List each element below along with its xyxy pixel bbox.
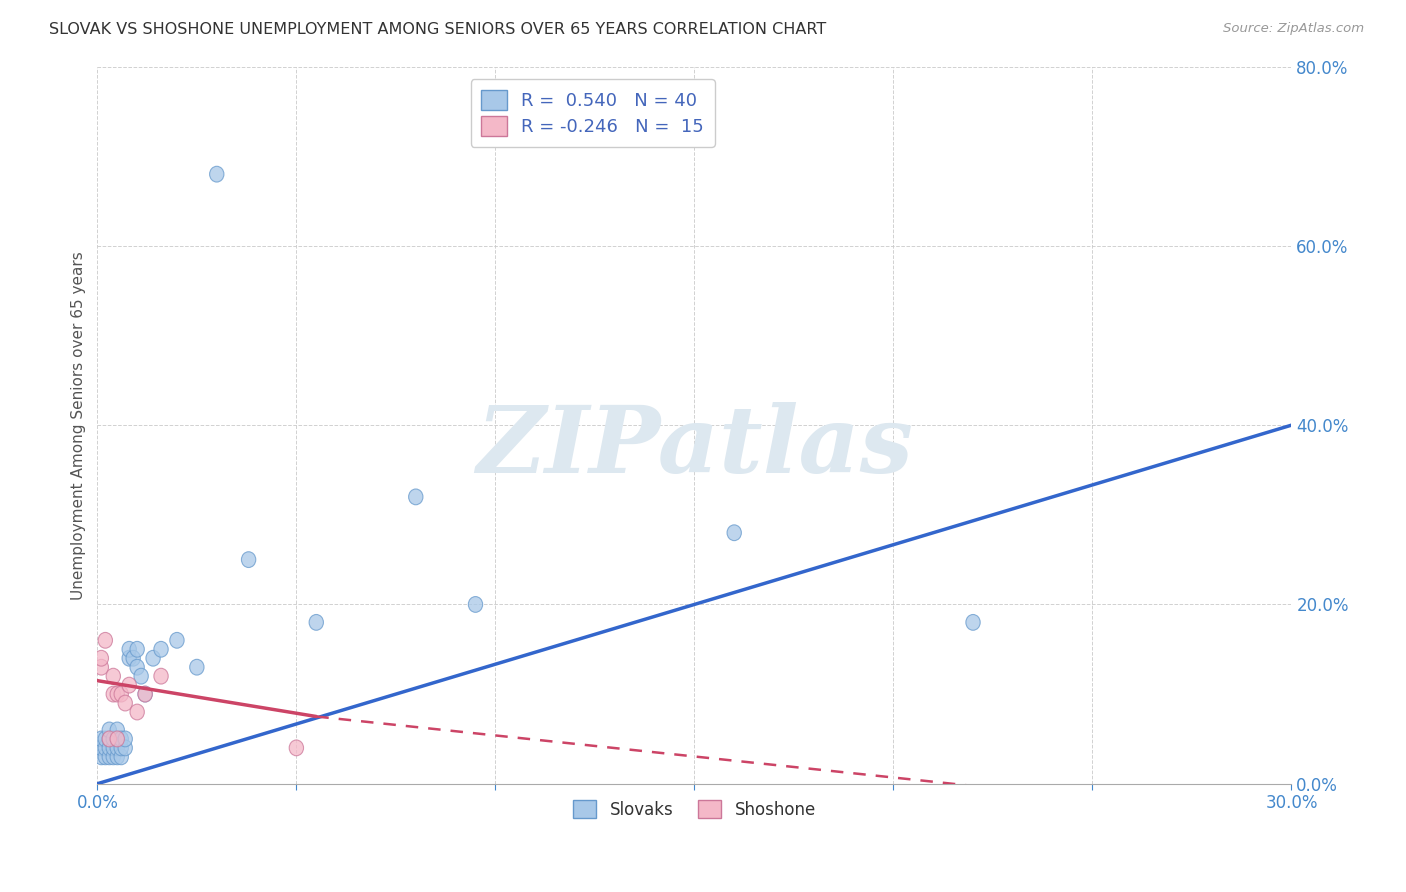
Ellipse shape — [409, 489, 423, 505]
Text: Source: ZipAtlas.com: Source: ZipAtlas.com — [1223, 22, 1364, 36]
Ellipse shape — [114, 740, 128, 756]
Ellipse shape — [134, 668, 148, 684]
Ellipse shape — [98, 632, 112, 648]
Ellipse shape — [122, 641, 136, 657]
Ellipse shape — [129, 704, 145, 720]
Ellipse shape — [110, 731, 124, 747]
Ellipse shape — [170, 632, 184, 648]
Ellipse shape — [118, 695, 132, 711]
Ellipse shape — [110, 722, 124, 738]
Ellipse shape — [110, 749, 124, 764]
Ellipse shape — [105, 731, 121, 747]
Ellipse shape — [153, 641, 169, 657]
Ellipse shape — [103, 731, 117, 747]
Ellipse shape — [727, 524, 741, 541]
Ellipse shape — [110, 740, 124, 756]
Ellipse shape — [98, 731, 112, 747]
Ellipse shape — [103, 749, 117, 764]
Ellipse shape — [138, 686, 152, 702]
Ellipse shape — [94, 749, 108, 764]
Ellipse shape — [103, 740, 117, 756]
Ellipse shape — [122, 650, 136, 666]
Ellipse shape — [129, 659, 145, 675]
Ellipse shape — [94, 659, 108, 675]
Text: ZIPatlas: ZIPatlas — [475, 401, 912, 491]
Ellipse shape — [122, 677, 136, 693]
Ellipse shape — [153, 668, 169, 684]
Ellipse shape — [114, 686, 128, 702]
Ellipse shape — [114, 749, 128, 764]
Ellipse shape — [105, 686, 121, 702]
Ellipse shape — [146, 650, 160, 666]
Ellipse shape — [118, 740, 132, 756]
Y-axis label: Unemployment Among Seniors over 65 years: Unemployment Among Seniors over 65 years — [72, 251, 86, 599]
Ellipse shape — [105, 668, 121, 684]
Ellipse shape — [105, 749, 121, 764]
Ellipse shape — [110, 731, 124, 747]
Ellipse shape — [309, 615, 323, 631]
Ellipse shape — [110, 686, 124, 702]
Ellipse shape — [190, 659, 204, 675]
Ellipse shape — [105, 740, 121, 756]
Ellipse shape — [98, 749, 112, 764]
Ellipse shape — [209, 166, 224, 182]
Ellipse shape — [118, 731, 132, 747]
Ellipse shape — [966, 615, 980, 631]
Text: SLOVAK VS SHOSHONE UNEMPLOYMENT AMONG SENIORS OVER 65 YEARS CORRELATION CHART: SLOVAK VS SHOSHONE UNEMPLOYMENT AMONG SE… — [49, 22, 827, 37]
Ellipse shape — [94, 740, 108, 756]
Ellipse shape — [138, 686, 152, 702]
Ellipse shape — [98, 740, 112, 756]
Ellipse shape — [468, 597, 482, 612]
Legend: Slovaks, Shoshone: Slovaks, Shoshone — [567, 794, 823, 826]
Ellipse shape — [103, 731, 117, 747]
Ellipse shape — [103, 722, 117, 738]
Ellipse shape — [94, 731, 108, 747]
Ellipse shape — [242, 552, 256, 567]
Ellipse shape — [129, 641, 145, 657]
Ellipse shape — [114, 731, 128, 747]
Ellipse shape — [290, 740, 304, 756]
Ellipse shape — [94, 650, 108, 666]
Ellipse shape — [127, 650, 141, 666]
